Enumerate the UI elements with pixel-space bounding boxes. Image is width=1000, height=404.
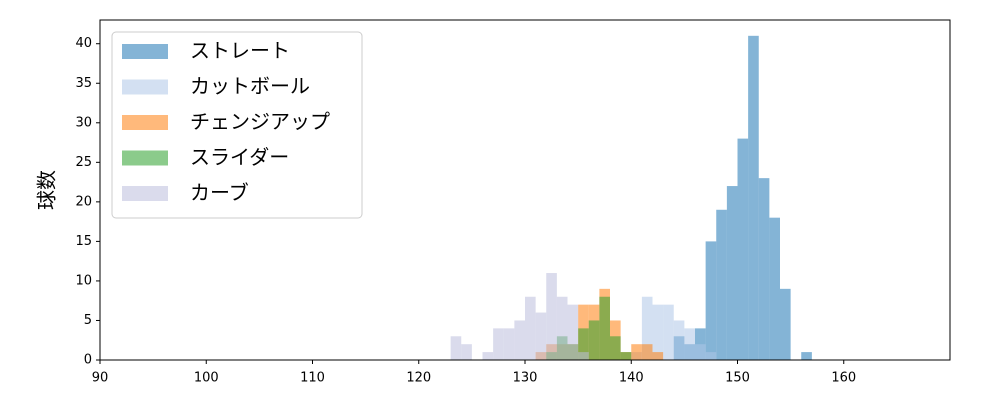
bar (684, 328, 695, 360)
legend-swatch (122, 44, 168, 59)
bar (556, 296, 568, 360)
y-tick-label: 15 (75, 234, 92, 249)
y-tick-label: 10 (75, 273, 92, 288)
bar (535, 312, 547, 360)
bar (726, 186, 738, 360)
bar (599, 296, 610, 360)
bar (588, 320, 600, 360)
x-tick-label: 110 (300, 371, 325, 386)
bar (705, 241, 717, 360)
bar (514, 320, 525, 360)
bar (610, 336, 621, 360)
bar (780, 288, 791, 360)
bar (673, 320, 685, 360)
bar (493, 328, 504, 360)
bar (801, 352, 812, 360)
bar (578, 352, 589, 360)
bar (748, 35, 759, 360)
bar (758, 178, 770, 360)
legend-label: ストレート (190, 39, 290, 63)
y-tick-label: 5 (84, 313, 92, 328)
bar (482, 352, 494, 360)
bar (716, 209, 727, 360)
y-tick-label: 20 (75, 194, 92, 209)
legend-box (111, 31, 363, 219)
bar (641, 344, 653, 360)
y-tick-label: 30 (75, 115, 92, 130)
bar (578, 328, 589, 360)
bar (652, 304, 664, 360)
legend-swatch (122, 79, 168, 95)
y-tick-label: 0 (84, 353, 92, 368)
legend-label: カットボール (190, 74, 310, 98)
bar (652, 352, 664, 360)
x-tick-label: 130 (513, 371, 538, 386)
bar (631, 344, 642, 360)
y-tick-label: 25 (75, 155, 92, 170)
legend-swatch (122, 186, 168, 201)
y-axis-label: 球数 (35, 170, 59, 210)
bar (705, 352, 717, 360)
bar (641, 296, 653, 360)
legend-swatch (122, 115, 168, 130)
bar (525, 296, 536, 360)
bar (737, 138, 749, 360)
legend-label: カーブ (190, 181, 249, 205)
bar (450, 336, 462, 360)
bar (663, 304, 674, 360)
bar (461, 344, 472, 360)
bar (769, 217, 780, 360)
y-tick-label: 35 (75, 76, 92, 91)
legend-label: スライダー (190, 145, 289, 169)
bar (503, 328, 515, 360)
bar (620, 352, 632, 360)
x-tick-label: 90 (92, 371, 109, 386)
bar (695, 344, 706, 360)
legend-swatch (122, 150, 168, 166)
bar (546, 273, 557, 360)
x-tick-label: 120 (406, 371, 431, 386)
x-tick-label: 140 (619, 371, 644, 386)
y-tick-label: 40 (75, 36, 92, 51)
bar (567, 304, 579, 360)
legend-label: チェンジアップ (190, 110, 330, 134)
x-tick-label: 100 (194, 371, 219, 386)
x-tick-label: 160 (831, 371, 856, 386)
x-tick-label: 150 (725, 371, 750, 386)
